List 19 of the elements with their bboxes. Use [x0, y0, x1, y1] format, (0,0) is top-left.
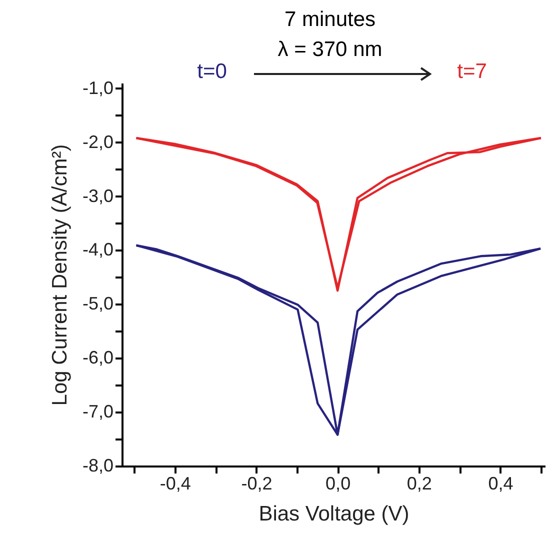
x-tick-label: 0,2	[406, 474, 432, 494]
x-tick-label: -0,4	[160, 474, 191, 494]
text: t=0	[197, 60, 227, 84]
x-tick-label: 0,4	[488, 474, 514, 494]
text: λ = 370 nm	[278, 38, 382, 62]
y-tick-label: -1,0	[82, 78, 114, 98]
y-axis-title: Log Current Density (A/cm²)	[48, 144, 72, 406]
y-tick-label: -6,0	[82, 348, 114, 368]
x-tick-label: 0,0	[326, 474, 351, 494]
y-tick-label: -8,0	[82, 456, 114, 476]
text: t=7	[457, 60, 487, 84]
y-tick-label: -3,0	[82, 186, 114, 206]
y-tick-label: -4,0	[82, 240, 114, 260]
y-tick-label: -7,0	[82, 402, 114, 422]
y-tick-label: -2,0	[82, 132, 114, 152]
x-axis-title: Bias Voltage (V)	[258, 502, 410, 526]
x-tick-label: -0,2	[241, 474, 272, 494]
text: 7 minutes	[284, 8, 376, 32]
y-tick-label: -5,0	[82, 294, 114, 314]
